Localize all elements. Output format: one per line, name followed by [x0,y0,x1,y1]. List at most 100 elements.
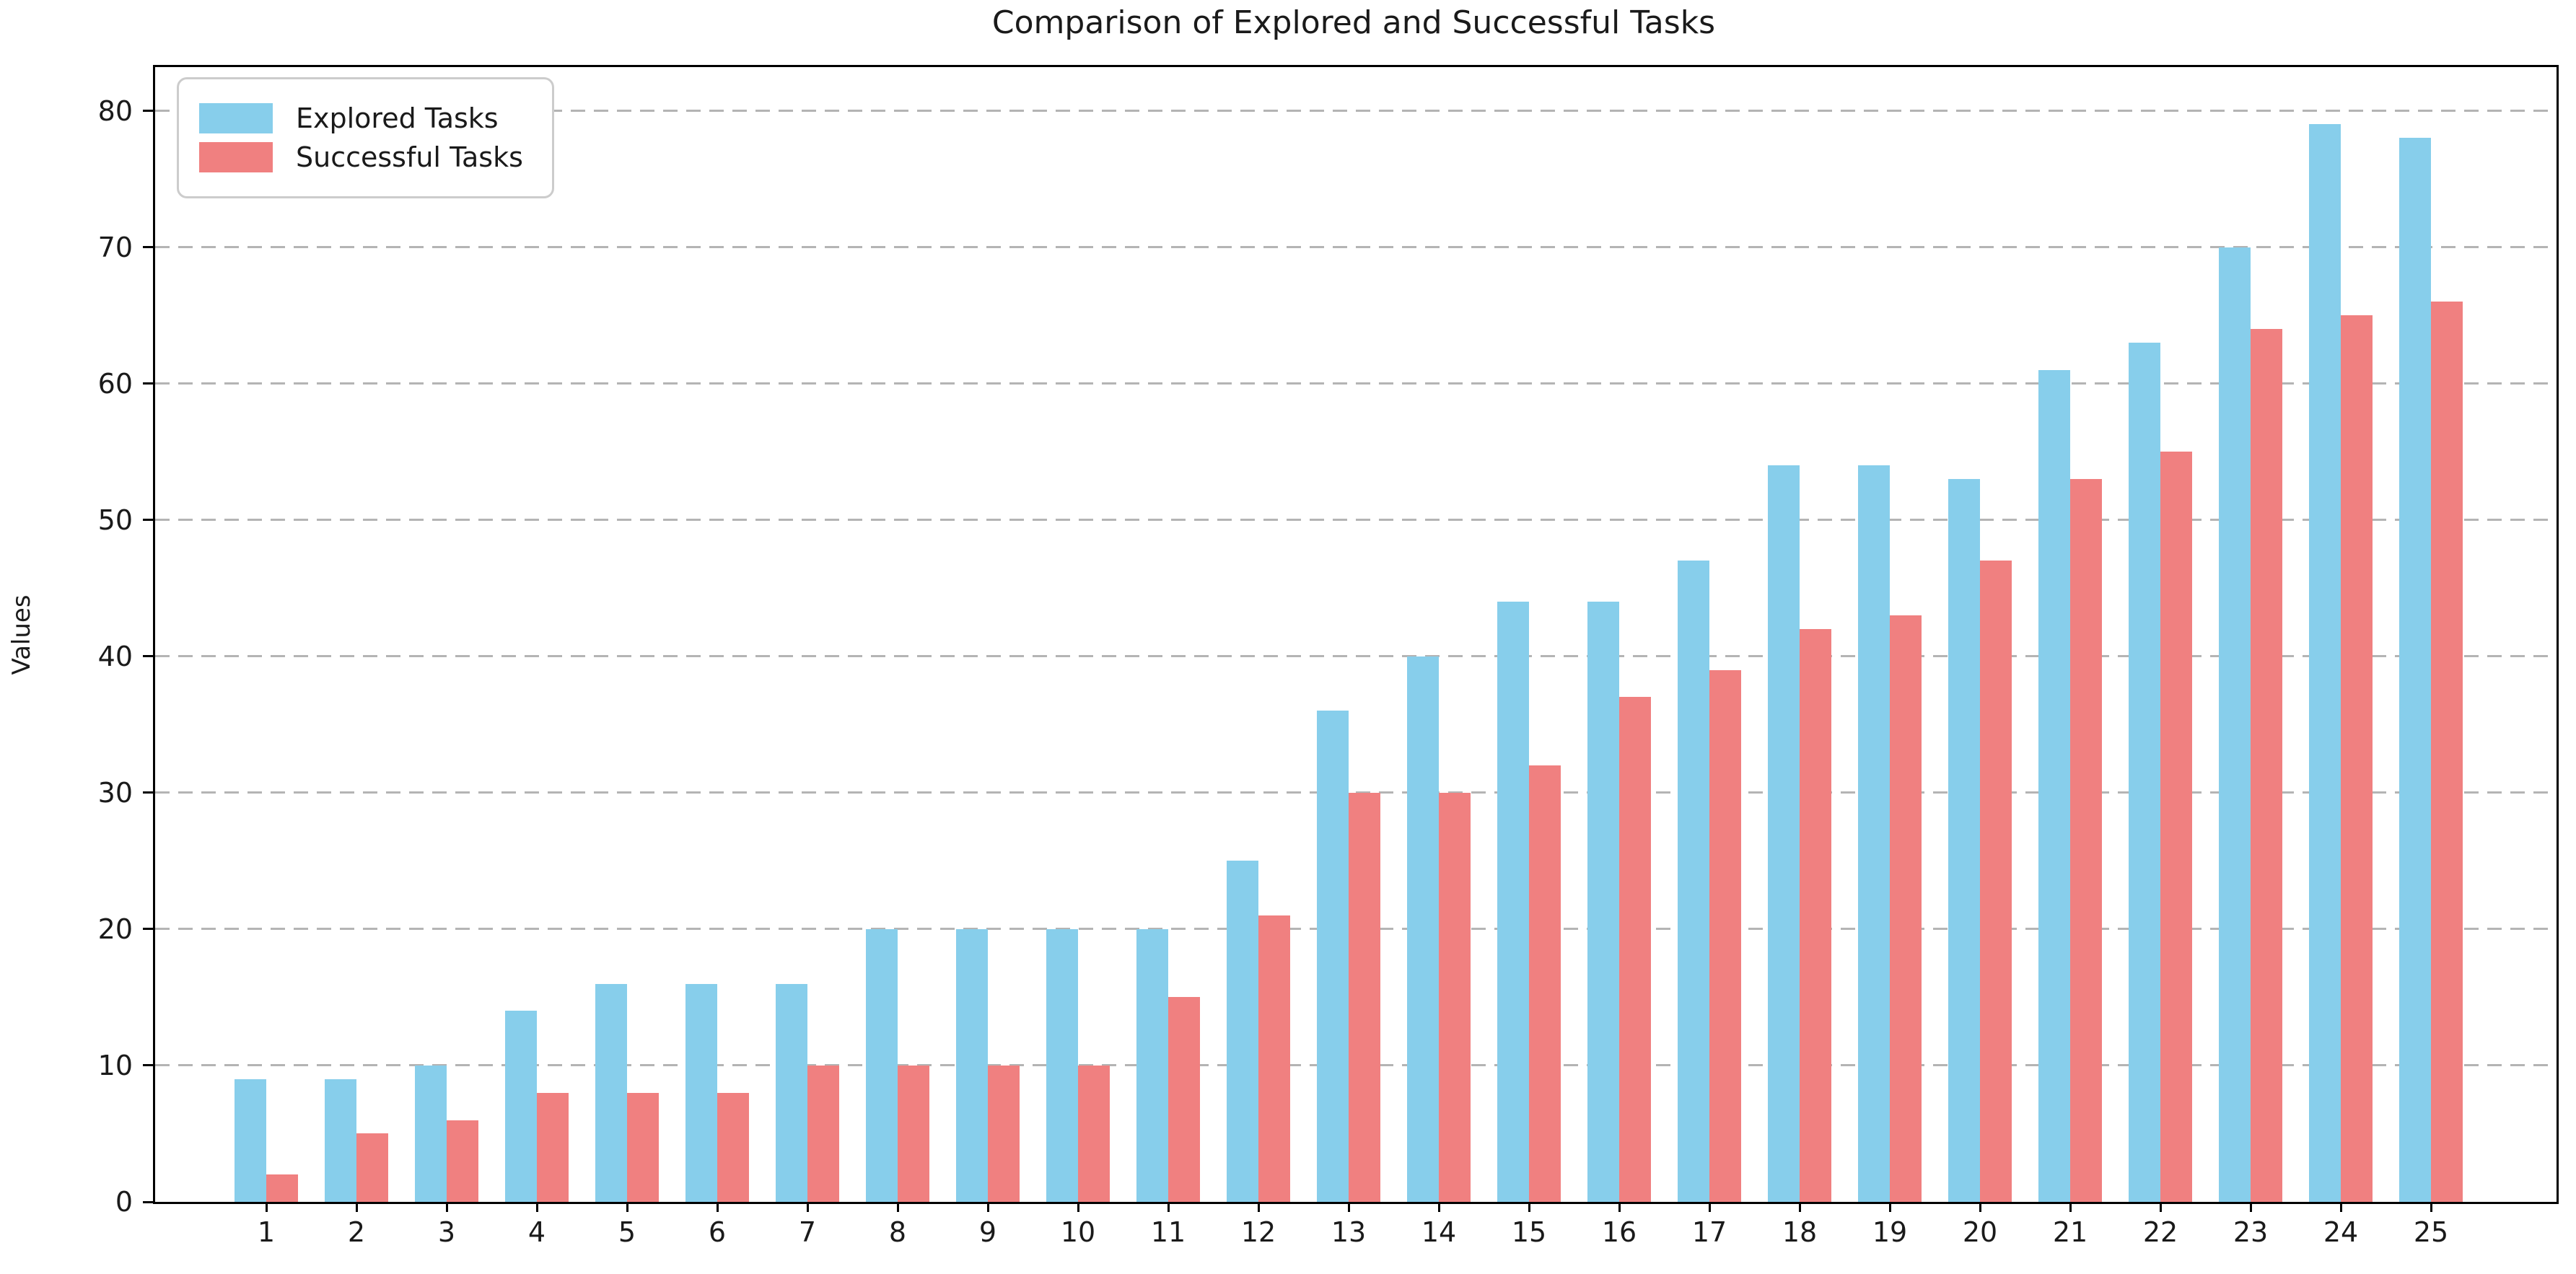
x-tick-label-18: 18 [1782,1216,1818,1248]
x-tick-label-14: 14 [1421,1216,1457,1248]
x-tick-mark-6 [716,1202,719,1212]
x-tick-mark-9 [986,1202,989,1212]
x-tick-label-21: 21 [2052,1216,2088,1248]
bar-explored-2 [325,1078,356,1202]
bar-successful-15 [1529,765,1561,1202]
x-tick-mark-22 [2159,1202,2162,1212]
x-tick-label-1: 1 [257,1216,276,1248]
bar-explored-5 [595,983,627,1202]
x-tick-label-22: 22 [2142,1216,2178,1248]
legend: Explored Tasks Successful Tasks [177,77,554,198]
bar-explored-4 [505,1011,537,1202]
x-tick-mark-12 [1257,1202,1260,1212]
y-tick-label-50: 50 [97,504,133,536]
x-tick-mark-10 [1077,1202,1079,1212]
x-tick-mark-5 [626,1202,628,1212]
x-tick-label-16: 16 [1601,1216,1637,1248]
y-axis-label: Values [7,594,36,675]
bar-successful-8 [898,1065,929,1202]
x-tick-mark-25 [2430,1202,2432,1212]
bar-explored-6 [685,983,717,1202]
bar-successful-20 [1980,561,2012,1202]
bar-explored-12 [1227,861,1258,1202]
bar-explored-9 [956,928,988,1202]
gridline-60 [155,382,2557,385]
bar-successful-2 [356,1133,388,1202]
bar-successful-13 [1349,792,1380,1202]
x-tick-mark-19 [1888,1202,1891,1212]
gridline-40 [155,655,2557,658]
x-tick-mark-3 [445,1202,448,1212]
y-tick-label-40: 40 [97,640,133,672]
x-tick-label-23: 23 [2233,1216,2269,1248]
bar-successful-1 [266,1174,298,1202]
bar-successful-23 [2251,329,2282,1202]
bar-explored-25 [2399,138,2431,1202]
bar-explored-8 [866,928,898,1202]
legend-swatch-explored [199,103,273,133]
legend-entry-explored: Explored Tasks [199,102,523,134]
bar-successful-25 [2431,302,2463,1202]
bar-successful-12 [1258,915,1290,1202]
y-tick-mark-40 [143,655,153,658]
x-tick-label-20: 20 [1962,1216,1998,1248]
bar-successful-4 [537,1092,569,1202]
x-tick-mark-11 [1167,1202,1170,1212]
plot-area: Explored Tasks Successful Tasks [153,65,2559,1204]
bar-successful-19 [1890,615,1922,1202]
x-tick-mark-8 [896,1202,899,1212]
gridline-70 [155,246,2557,249]
x-tick-mark-18 [1798,1202,1801,1212]
bar-successful-3 [447,1120,478,1202]
x-tick-label-24: 24 [2323,1216,2359,1248]
bar-explored-21 [2038,369,2070,1202]
y-tick-mark-50 [143,519,153,522]
bar-explored-11 [1136,928,1168,1202]
bar-explored-20 [1948,478,1980,1202]
bar-successful-11 [1168,997,1200,1202]
x-tick-mark-23 [2249,1202,2252,1212]
bar-successful-18 [1800,628,1831,1202]
y-tick-label-0: 0 [115,1186,133,1218]
y-tick-label-80: 80 [97,95,133,127]
x-tick-label-12: 12 [1240,1216,1276,1248]
x-tick-label-17: 17 [1691,1216,1727,1248]
legend-label-successful: Successful Tasks [296,141,523,173]
x-tick-label-5: 5 [618,1216,636,1248]
bar-successful-9 [988,1065,1020,1202]
gridline-80 [155,110,2557,112]
x-tick-mark-13 [1347,1202,1350,1212]
x-tick-mark-14 [1437,1202,1440,1212]
y-tick-mark-60 [143,382,153,385]
legend-label-explored: Explored Tasks [296,102,499,134]
x-tick-label-6: 6 [708,1216,727,1248]
y-tick-mark-20 [143,928,153,931]
y-tick-label-70: 70 [97,231,133,263]
bar-explored-18 [1768,465,1800,1202]
bar-successful-7 [807,1065,839,1202]
y-tick-label-20: 20 [97,913,133,945]
x-tick-mark-2 [355,1202,358,1212]
bar-explored-3 [415,1065,447,1202]
y-tick-mark-70 [143,246,153,249]
x-tick-label-9: 9 [978,1216,997,1248]
bar-explored-7 [776,983,807,1202]
y-tick-label-10: 10 [97,1049,133,1081]
bar-successful-21 [2070,478,2102,1202]
x-tick-label-19: 19 [1872,1216,1908,1248]
bar-successful-16 [1619,697,1651,1202]
x-tick-mark-17 [1708,1202,1711,1212]
bar-successful-24 [2341,315,2373,1202]
y-tick-mark-30 [143,791,153,794]
x-tick-mark-16 [1618,1202,1621,1212]
bar-explored-1 [235,1078,266,1202]
bar-explored-15 [1497,602,1529,1202]
y-tick-label-30: 30 [97,776,133,809]
bar-explored-23 [2219,247,2251,1202]
x-tick-label-8: 8 [888,1216,907,1248]
x-tick-mark-20 [1979,1202,1981,1212]
bar-explored-13 [1317,711,1349,1202]
bar-explored-24 [2309,124,2341,1202]
legend-swatch-successful [199,142,273,172]
x-tick-label-15: 15 [1511,1216,1547,1248]
